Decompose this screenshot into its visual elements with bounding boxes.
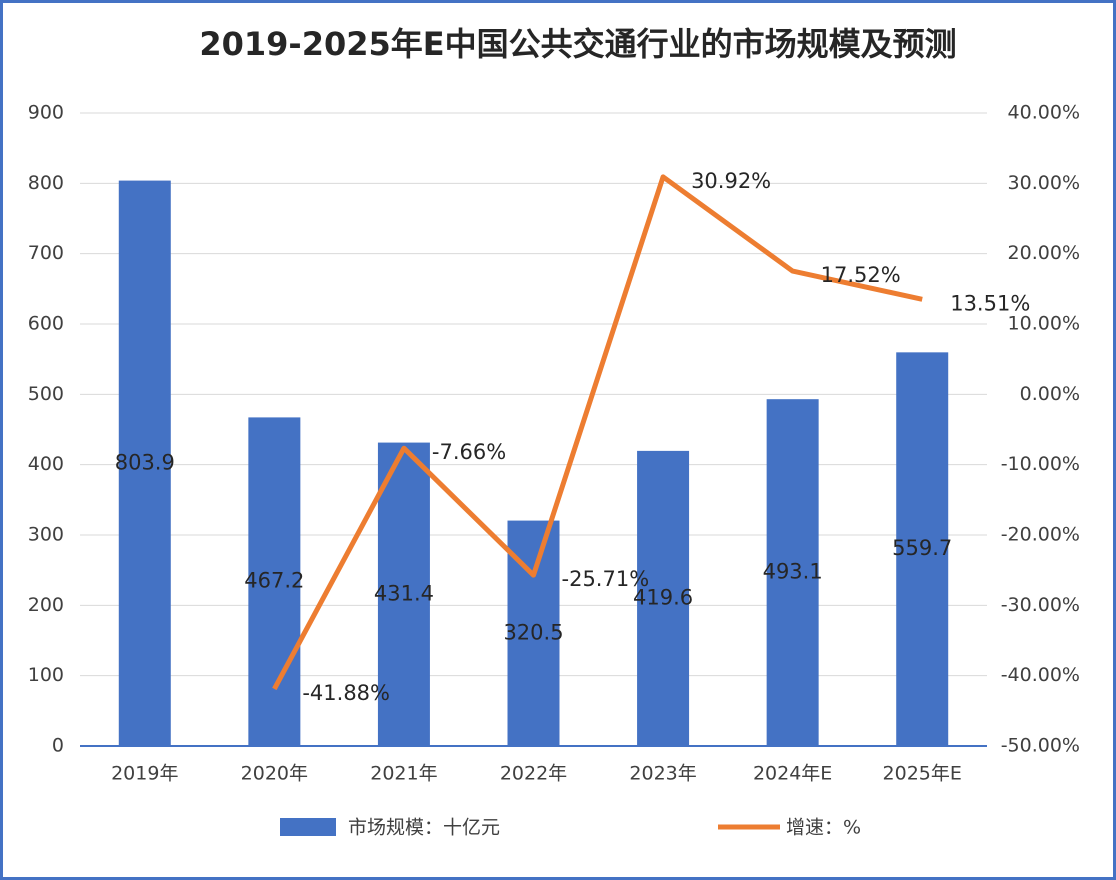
data-label: 320.5	[503, 620, 563, 644]
x-tick-label: 2025年E	[883, 763, 962, 785]
x-tick-label: 2020年	[241, 763, 308, 785]
y2-tick-label: 40.00%	[1008, 102, 1080, 124]
y2-tick-label: -10.00%	[1001, 453, 1080, 475]
line	[272, 174, 923, 691]
bar	[766, 399, 819, 746]
bar	[637, 450, 690, 746]
data-label: 431.4	[374, 581, 434, 605]
legend-label: 市场规模：十亿元	[348, 817, 500, 839]
x-tick-label: 2019年	[111, 763, 178, 785]
data-label: 419.6	[633, 585, 693, 609]
y2-tick-label: 30.00%	[1008, 172, 1080, 194]
x-tick-label: 2024年E	[753, 763, 832, 785]
data-label: 17.52%	[821, 263, 901, 287]
y-tick-label: 900	[28, 102, 64, 124]
data-label: -41.88%	[302, 681, 390, 705]
data-label: -25.71%	[562, 567, 650, 591]
y2-tick-label: -50.00%	[1001, 735, 1080, 757]
y-tick-label: 300	[28, 524, 64, 546]
y-tick-label: 600	[28, 313, 64, 335]
data-label: 467.2	[244, 569, 304, 593]
y2-tick-label: -40.00%	[1001, 664, 1080, 686]
data-label: 493.1	[763, 560, 823, 584]
bar	[248, 417, 301, 746]
bar	[118, 180, 171, 746]
y-tick-label: 100	[28, 664, 64, 686]
bar	[377, 442, 430, 746]
data-label: -7.66%	[432, 440, 506, 464]
legend-swatch	[280, 818, 336, 836]
y-tick-label: 800	[28, 172, 64, 194]
data-label: 13.51%	[950, 291, 1030, 315]
y2-tick-label: 0.00%	[1020, 383, 1080, 405]
data-label: 803.9	[115, 450, 175, 474]
y-tick-label: 700	[28, 242, 64, 264]
legend-label: 增速：%	[786, 817, 861, 839]
y-tick-label: 200	[28, 594, 64, 616]
bar	[896, 352, 949, 746]
y-tick-label: 500	[28, 383, 64, 405]
x-tick-label: 2023年	[629, 763, 696, 785]
x-tick-label: 2022年	[500, 763, 567, 785]
y2-tick-label: 10.00%	[1008, 313, 1080, 335]
y-tick-label: 400	[28, 453, 64, 475]
y2-tick-label: -30.00%	[1001, 594, 1080, 616]
data-label: 559.7	[892, 536, 952, 560]
y2-tick-label: -20.00%	[1001, 524, 1080, 546]
y-tick-label: 0	[52, 735, 64, 757]
y2-tick-label: 20.00%	[1008, 242, 1080, 264]
x-tick-label: 2021年	[370, 763, 437, 785]
data-label: 30.92%	[691, 169, 771, 193]
chart-title: 2019-2025年E中国公共交通行业的市场规模及预测	[199, 25, 956, 63]
